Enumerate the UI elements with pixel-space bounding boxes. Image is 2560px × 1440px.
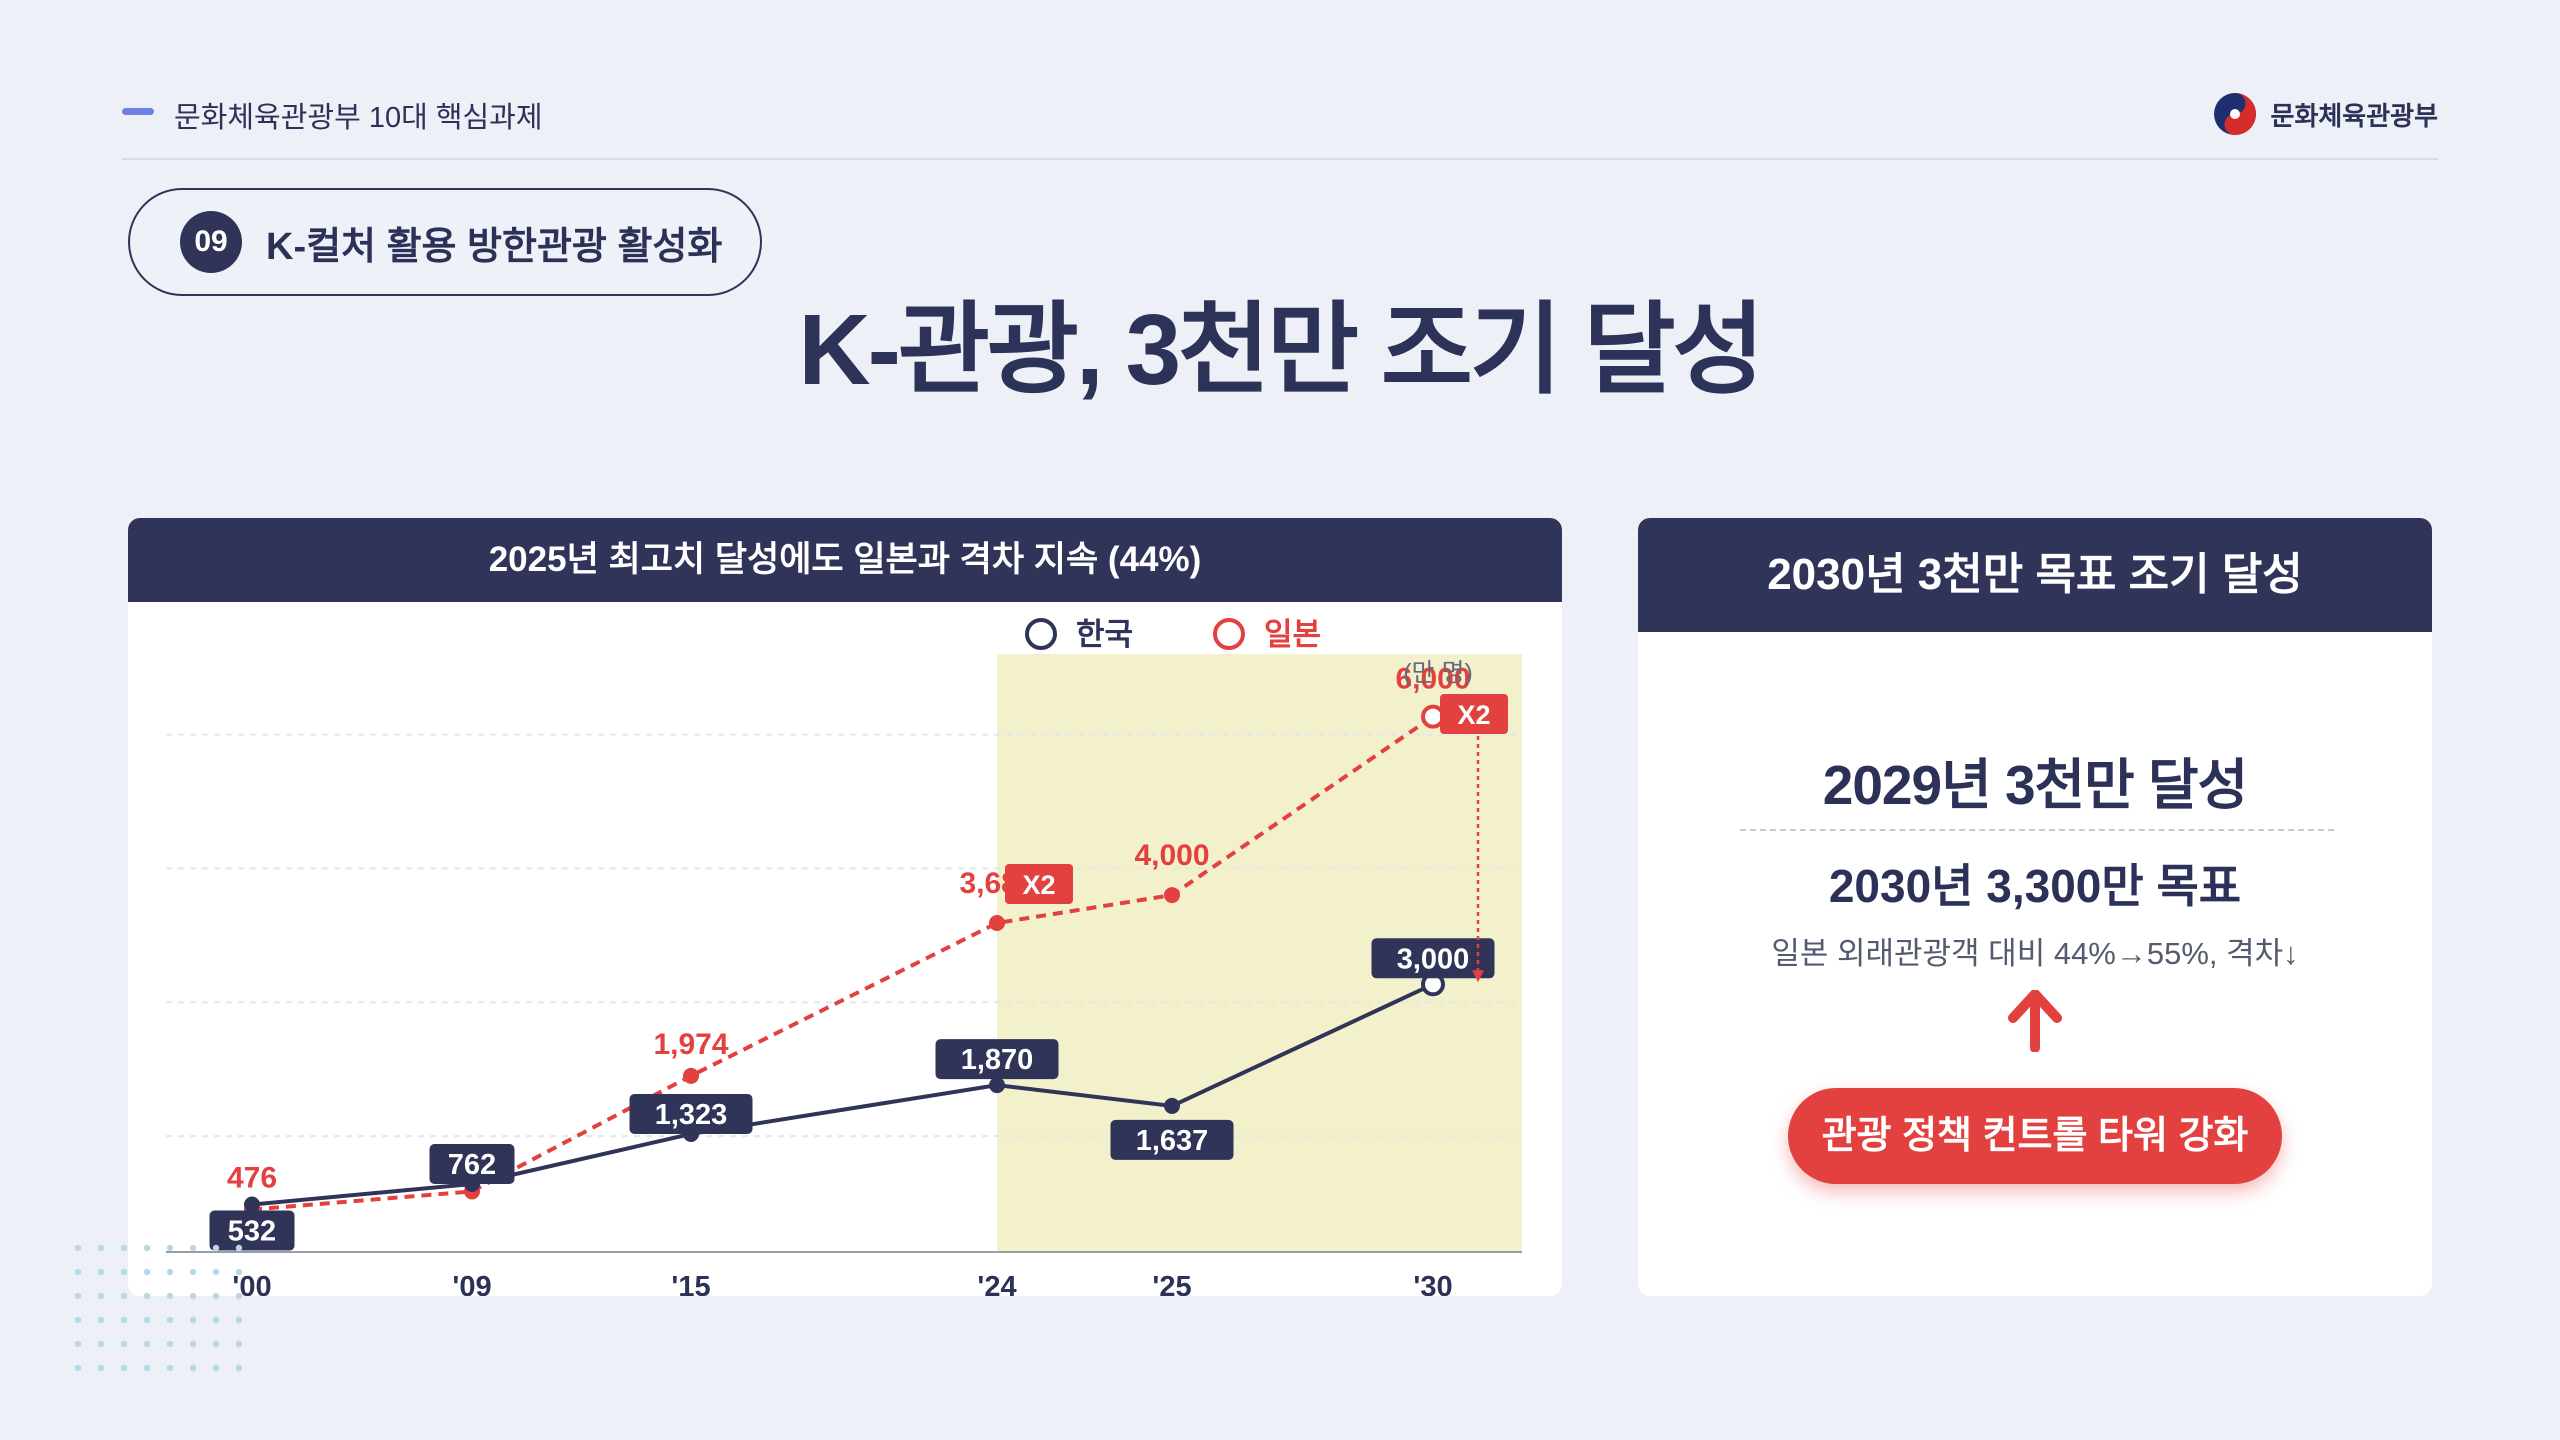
x-tick-label: '24	[977, 1271, 1016, 1296]
goal-subheadline: 2030년 3,300만 목표	[1828, 860, 2242, 912]
accent-dash	[122, 108, 154, 115]
data-point-korea	[244, 1196, 260, 1213]
top-bar: 문화체육관광부 10대 핵심과제 문화체육관광부	[122, 88, 2438, 160]
data-label-bg-korea	[429, 1144, 515, 1185]
legend-label-japan: 일본	[1264, 617, 1321, 652]
task-pill: 09 K-컬처 활용 방한관광 활성화	[128, 188, 762, 296]
chart-card: 2025년 최고치 달성에도 일본과 격차 지속 (44%) '00'09'15…	[128, 518, 1562, 1296]
goal-card-header: 2030년 3천만 목표 조기 달성	[1638, 518, 2432, 632]
data-label-bg-korea	[209, 1210, 295, 1251]
annotation-badge-24: X2	[1022, 870, 1055, 900]
data-label-japan: 1,974	[653, 1028, 728, 1061]
legend-marker-japan	[1213, 618, 1245, 650]
unit-label: (만 명)	[1403, 659, 1473, 687]
legend-label-korea: 한국	[1076, 617, 1133, 652]
data-label-korea: 1,323	[655, 1099, 728, 1131]
data-point-korea	[1164, 1097, 1180, 1114]
up-arrow-icon	[1638, 989, 2432, 1057]
data-label-bg-korea	[1110, 1119, 1234, 1160]
annotation-badge-30: X2	[1457, 700, 1490, 730]
policy-control-tower-button[interactable]: 관광 정책 컨트롤 타워 강화	[1788, 1088, 2282, 1184]
legend-marker-korea	[1025, 618, 1057, 650]
data-label-japan: 476	[227, 1162, 277, 1195]
series-line-japan	[251, 714, 1435, 1212]
data-point-korea	[989, 1077, 1005, 1094]
line-chart: '00'09'15'24'25'304766791,9743,6874,0006…	[166, 617, 1522, 1296]
data-label-korea: 762	[448, 1149, 496, 1181]
data-label-bg-korea	[629, 1093, 753, 1134]
data-label-japan: 4,000	[1134, 839, 1209, 872]
ministry-brand: 문화체육관광부	[2213, 92, 2438, 136]
data-label-bg-korea	[1371, 938, 1495, 979]
ministry-name: 문화체육관광부	[2270, 100, 2438, 131]
page-title: K-관광, 3천만 조기 달성	[798, 294, 1764, 406]
data-label-japan: 6,000	[1395, 663, 1470, 696]
series-label: 문화체육관광부 10대 핵심과제	[174, 102, 543, 134]
ministry-logo-icon	[2213, 93, 2256, 135]
task-label: K-컬처 활용 방한관광 활성화	[266, 225, 723, 268]
goal-card: 2030년 3천만 목표 조기 달성 2029년 3천만 달성 2030년 3,…	[1638, 518, 2432, 1296]
annotation-badge-30-bg	[1440, 694, 1508, 734]
gap-arrow-head-icon	[1472, 970, 1484, 983]
data-point-japan	[683, 1067, 699, 1084]
decorative-dot-grid	[74, 1244, 243, 1372]
x-tick-label: '15	[671, 1271, 710, 1296]
data-label-korea: 1,637	[1136, 1125, 1209, 1157]
data-point-japan	[989, 915, 1005, 932]
x-tick-label: '25	[1152, 1271, 1191, 1296]
chart-card-title: 2025년 최고치 달성에도 일본과 격차 지속 (44%)	[128, 518, 1562, 602]
data-label-korea: 532	[228, 1216, 276, 1248]
goal-divider	[1740, 829, 2334, 831]
data-point-japan	[1164, 887, 1180, 904]
series-line-korea	[251, 982, 1434, 1207]
task-number-badge: 09	[180, 211, 242, 273]
data-label-korea: 1,870	[961, 1044, 1034, 1076]
data-label-korea: 3,000	[1397, 943, 1470, 975]
annotation-badge-24-bg	[1005, 864, 1073, 904]
x-tick-label: '09	[452, 1271, 491, 1296]
data-label-bg-korea	[935, 1039, 1059, 1080]
goal-headline: 2029년 3천만 달성	[1822, 754, 2249, 816]
x-tick-label: '30	[1413, 1271, 1452, 1296]
goal-note: 일본 외래관광객 대비 44%→55%, 격차↓	[1771, 936, 2299, 971]
